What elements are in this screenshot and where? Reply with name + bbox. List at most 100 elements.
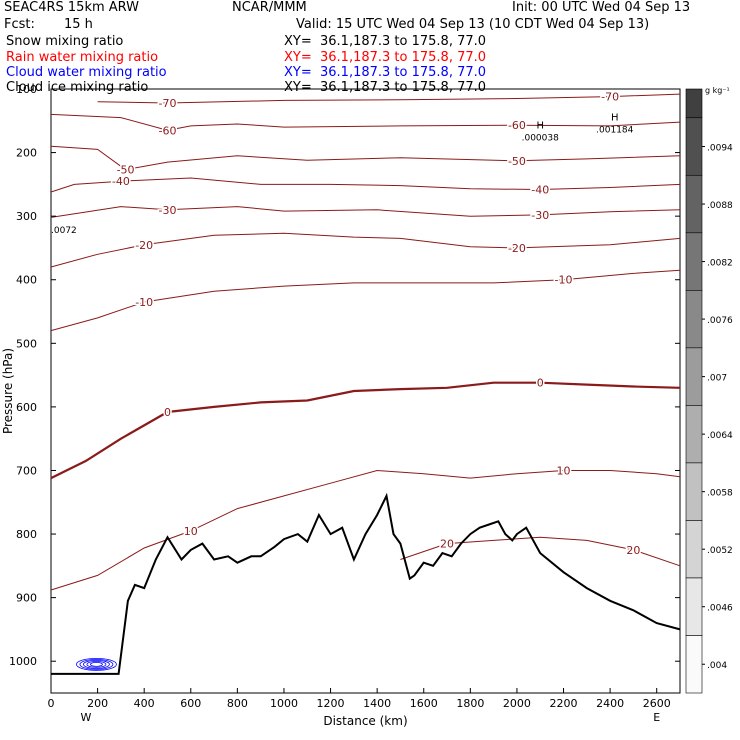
colorbar-cell: [685, 88, 703, 119]
colorbar-cell: [685, 174, 703, 234]
colorbar-label: .0076: [707, 316, 733, 326]
terrain-layer: [51, 492, 681, 675]
cloud-water-ring: [86, 660, 107, 668]
contour-line-m30: [50, 206, 681, 218]
x-tick-label: 800: [227, 697, 248, 710]
colorbar-cell: [685, 577, 703, 636]
x-tick-label: 400: [134, 697, 155, 710]
field-snow-xy: XY= 36.1,187.3 to 175.8, 77.0: [284, 34, 487, 49]
x-tick-label: 2600: [643, 697, 671, 710]
contour-line-m60: [50, 113, 681, 131]
east-label: E: [653, 711, 660, 724]
contour-label: -70: [601, 91, 619, 104]
high-marker: H: [611, 112, 619, 123]
contour-label: 20: [440, 538, 454, 551]
forecast-label: Fcst:: [4, 17, 35, 32]
field-cloudice-label: Cloud ice mixing ratio: [6, 80, 149, 95]
field-cloudwater-xy: XY= 36.1,187.3 to 175.8, 77.0: [284, 65, 487, 80]
y-tick-label: 700: [16, 464, 37, 477]
x-tick-label: 600: [180, 697, 201, 710]
init-time: Init: 00 UTC Wed 04 Sep 13: [512, 0, 691, 15]
x-tick-label: 2000: [503, 697, 531, 710]
contour-line-20: [400, 536, 681, 567]
contour-line-m10: [50, 269, 681, 332]
contour-label: 10: [184, 525, 198, 538]
contour-label: 20: [626, 544, 640, 557]
contour-label: -60: [158, 124, 176, 137]
axes: 0 200 400 600 800 1000 1200 1400 1600 1800 2000 220…: [9, 83, 680, 724]
field-rain-xy: XY= 36.1,187.3 to 175.8, 77.0: [284, 50, 487, 65]
field-cloudwater-label: Cloud water mixing ratio: [6, 65, 167, 80]
y-tick-label: 400: [16, 274, 37, 287]
high-marker: H: [536, 121, 544, 132]
contour-label: 10: [557, 464, 571, 477]
contour-label: 0: [537, 377, 544, 390]
cloud-water-ring: [83, 659, 110, 669]
colorbar: .0094 .0088 .0082 .0076 .007 .0064 .0058 .0052.…: [685, 86, 733, 694]
cloud-water-ring: [79, 658, 114, 670]
contour-label: -20: [508, 242, 526, 255]
contour-label: -20: [135, 239, 153, 252]
colorbar-label: .0088: [707, 201, 733, 211]
x-tick-label: 1000: [270, 697, 298, 710]
x-tick-label: 1400: [363, 697, 391, 710]
terrain-line: [51, 492, 681, 675]
colorbar-cell: [685, 290, 703, 349]
y-tick-label: 500: [16, 337, 37, 350]
contour-line-10: [50, 469, 681, 591]
contour-label: -30: [158, 204, 176, 217]
x-tick-label: 200: [87, 697, 108, 710]
extrema-value: .0072: [51, 226, 77, 236]
y-tick-label: 200: [16, 147, 37, 160]
y-axis-label: Pressure (hPa): [1, 348, 15, 434]
field-rain-label: Rain water mixing ratio: [6, 50, 159, 65]
contour-label: 0: [164, 406, 171, 419]
colorbar-cell: [685, 347, 703, 406]
colorbar-cell: [685, 117, 703, 176]
contour-line-m40: [50, 177, 681, 193]
contour-line-m50: [50, 145, 681, 171]
colorbar-label: .004: [707, 661, 727, 671]
cloud-water-contours: [76, 657, 117, 671]
field-snow-label: Snow mixing ratio: [6, 34, 124, 49]
x-tick-label: 1800: [456, 697, 484, 710]
x-tick-label: 1200: [317, 697, 345, 710]
contour-label: -60: [508, 119, 526, 132]
colorbar-label: .0052: [707, 546, 733, 556]
contour-label: -70: [158, 97, 176, 110]
contour-label: -50: [117, 164, 135, 177]
y-tick-label: 800: [16, 528, 37, 541]
x-axis-label: Distance (km): [323, 714, 407, 728]
colorbar-label: .007: [707, 374, 727, 384]
x-tick-label: 2400: [596, 697, 624, 710]
colorbar-label: .0046: [707, 604, 733, 614]
extrema-value: .000038: [522, 134, 559, 144]
field-cloudice-xy: XY= 36.1,187.3 to 175.8, 77.0: [284, 80, 487, 95]
temperature-contours: -70 -70-60 -60-50-50-40-40-30 -30-20 -20-10-…: [50, 89, 681, 591]
colorbar-cell: [685, 520, 703, 579]
y-tick-label: 100: [16, 83, 37, 96]
colorbar-label: .0082: [707, 259, 733, 269]
contour-line-m20: [50, 232, 681, 268]
y-tick-label: 300: [16, 210, 37, 223]
x-tick-label: 1600: [410, 697, 438, 710]
model-title: SEAC4RS 15km ARW: [4, 0, 140, 15]
contour-line-m70: [97, 93, 681, 104]
x-tick-label: 0: [48, 697, 55, 710]
cloud-water-ring: [90, 661, 103, 667]
forecast-hours: 15 h: [64, 17, 93, 32]
contour-line-0: [50, 381, 681, 480]
contour-label: -30: [531, 209, 549, 222]
contour-label: -50: [508, 155, 526, 168]
extrema-value: .001184: [596, 125, 633, 135]
contour-label: -10: [135, 296, 153, 309]
colorbar-label: .0058: [707, 489, 733, 499]
contour-label: -40: [112, 175, 130, 188]
cloud-water-ring: [76, 657, 117, 671]
colorbar-cell: [685, 405, 703, 464]
y-tick-label: 600: [16, 401, 37, 414]
y-tick-label: 900: [16, 592, 37, 605]
center-title: NCAR/MMM: [232, 0, 307, 15]
plot-frame: [50, 88, 681, 694]
